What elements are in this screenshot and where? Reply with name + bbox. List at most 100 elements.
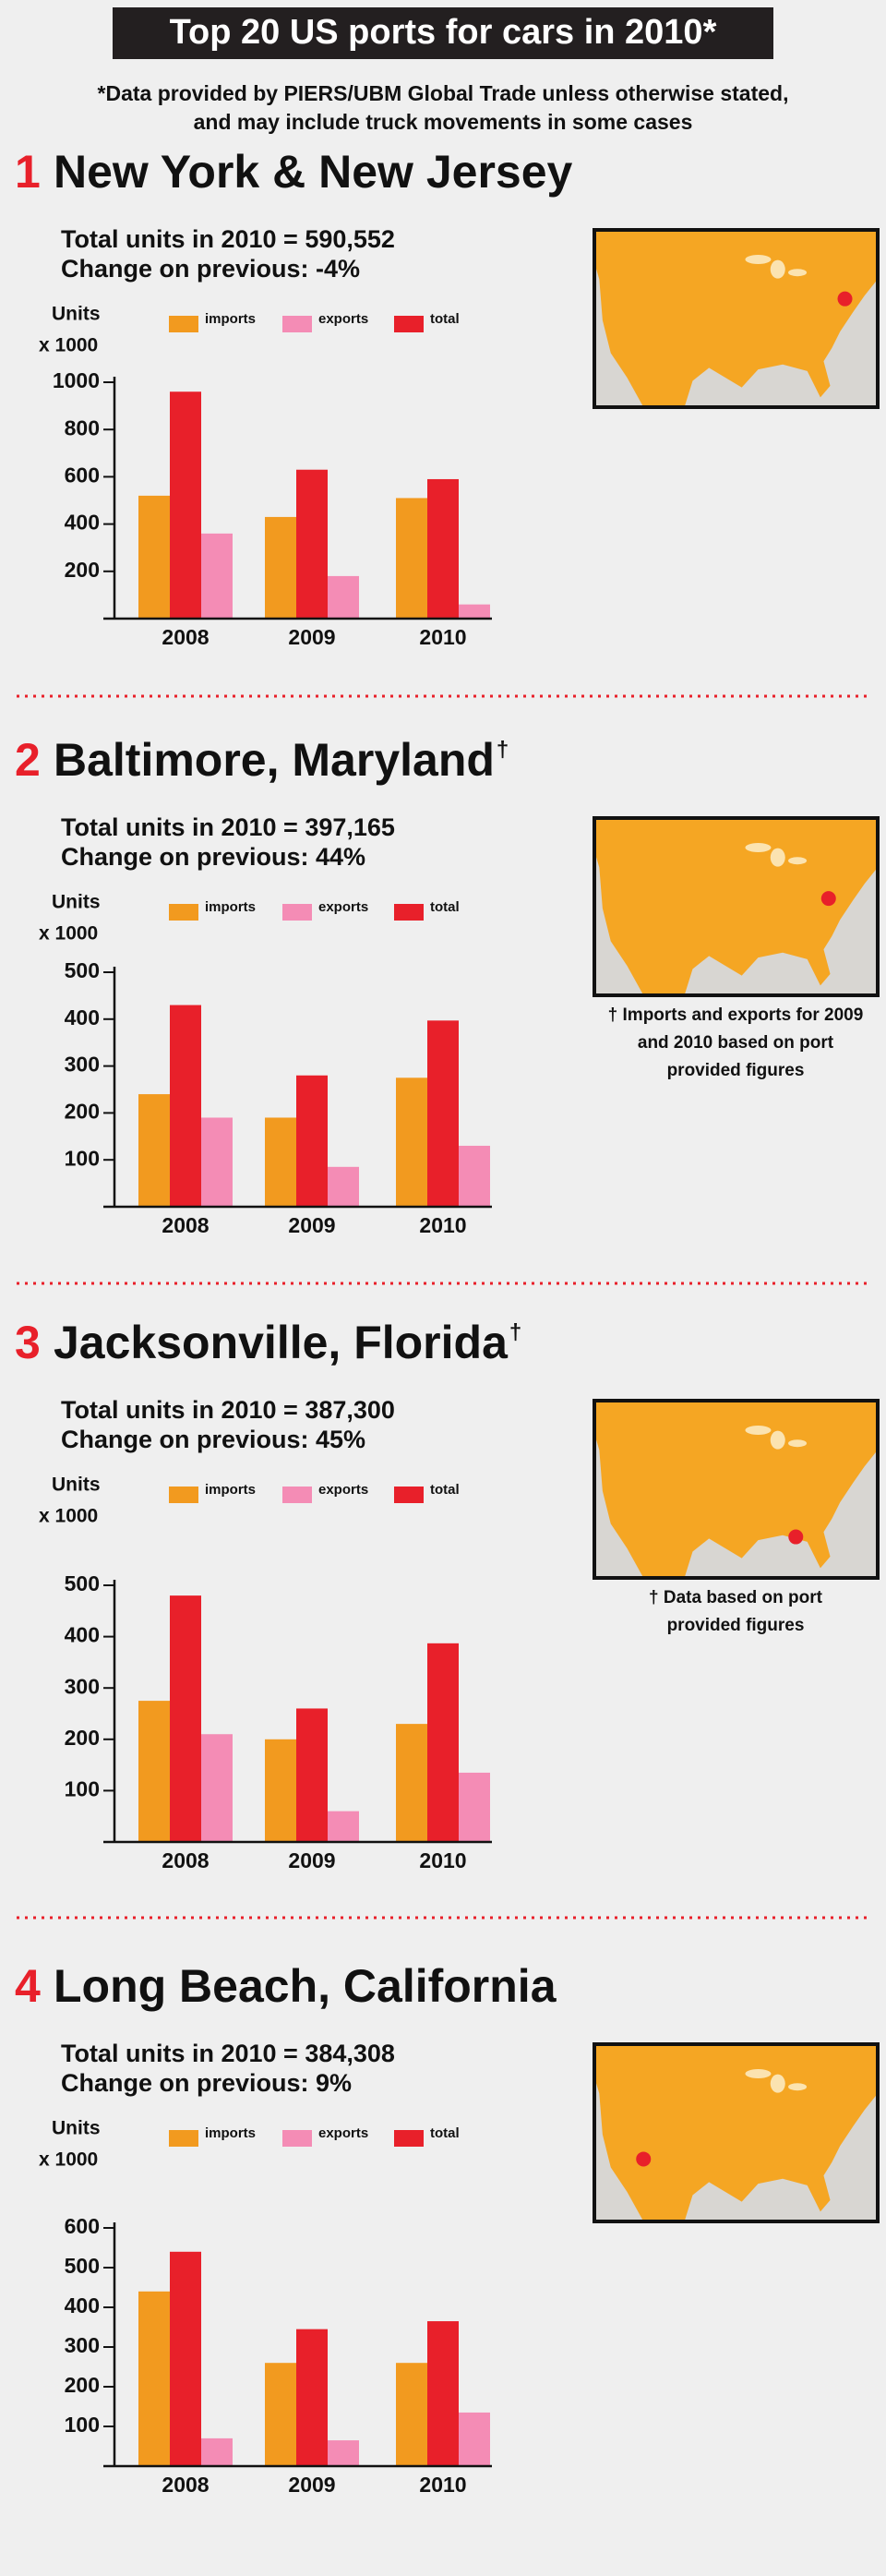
bar (459, 1145, 490, 1207)
bar (459, 2412, 490, 2466)
bar (427, 2321, 459, 2466)
y-tick-label: 300 (65, 2333, 100, 2357)
stat: Total units in 2010 = 590,552 (61, 225, 395, 253)
port-title: Baltimore, Maryland (54, 734, 495, 786)
rank: 2 (15, 734, 41, 786)
map-lake (788, 269, 808, 277)
x-tick-label: 2009 (288, 625, 335, 649)
y-tick-label: 200 (65, 1099, 100, 1123)
bar (296, 1708, 328, 1842)
title-mark: † (509, 1319, 521, 1344)
port-title: Jacksonville, Florida (54, 1317, 509, 1368)
map-land (594, 818, 878, 995)
map-port-dot (837, 291, 853, 307)
x-tick-label: 2010 (419, 2473, 466, 2497)
y-tick-label: 200 (65, 2373, 100, 2397)
stat: Change on previous: 45% (61, 1426, 365, 1453)
y-tick-label: 200 (65, 1726, 100, 1750)
legend-swatch (169, 2130, 198, 2147)
x-tick-label: 2008 (162, 1848, 209, 1872)
legend-label: imports (205, 2125, 256, 2141)
x-tick-label: 2010 (419, 625, 466, 649)
y-tick-label: 500 (65, 1571, 100, 1595)
map-note: † Imports and exports for 2009 (608, 1005, 864, 1025)
map-lake (770, 1430, 785, 1450)
legend-swatch (394, 316, 424, 332)
bar (296, 469, 328, 619)
map-land (594, 230, 878, 407)
bar (265, 1117, 296, 1207)
bar (201, 2438, 233, 2466)
page-title: Top 20 US ports for cars in 2010* (170, 13, 717, 52)
x-tick-label: 2009 (288, 1213, 335, 1237)
x-tick-label: 2008 (162, 625, 209, 649)
legend-swatch (282, 316, 312, 332)
map-note: and 2010 based on port (638, 1033, 834, 1053)
y-tick-label: 200 (65, 558, 100, 582)
stat: Change on previous: -4% (61, 255, 360, 283)
map-frame (593, 2042, 880, 2223)
legend-label: total (430, 899, 460, 915)
y-tick-label: 500 (65, 2254, 100, 2278)
stat: Total units in 2010 = 387,300 (61, 1396, 395, 1424)
map-note: provided figures (667, 1061, 805, 1080)
y-tick-label: 400 (65, 511, 100, 535)
bar (170, 1595, 201, 1842)
map-lake (788, 857, 808, 865)
y-axis-label: x 1000 (39, 2149, 98, 2171)
stat: Total units in 2010 = 384,308 (61, 2040, 395, 2067)
y-tick-label: 100 (65, 1146, 100, 1170)
bar (427, 1643, 459, 1842)
map-note: † Data based on port (649, 1588, 823, 1607)
x-tick-label: 2008 (162, 2473, 209, 2497)
map-lake (745, 2069, 772, 2078)
y-tick-label: 400 (65, 2293, 100, 2317)
y-axis-label: x 1000 (39, 1506, 98, 1527)
x-tick-label: 2010 (419, 1213, 466, 1237)
stat: Change on previous: 44% (61, 843, 365, 871)
bar (396, 2363, 427, 2466)
map-lake (770, 848, 785, 867)
bar (296, 2329, 328, 2466)
map-frame (593, 228, 880, 409)
x-tick-label: 2010 (419, 1848, 466, 1872)
stat: Total units in 2010 = 397,165 (61, 813, 395, 841)
y-tick-label: 600 (65, 2214, 100, 2238)
legend-swatch (394, 2130, 424, 2147)
bar (396, 1077, 427, 1207)
bar (201, 1117, 233, 1207)
bar (328, 2440, 359, 2466)
x-tick-label: 2008 (162, 1213, 209, 1237)
y-axis-label: Units (52, 892, 101, 913)
legend-swatch (282, 1487, 312, 1503)
legend-swatch (169, 316, 198, 332)
bar (427, 478, 459, 619)
bar (138, 1701, 170, 1842)
bar (170, 391, 201, 619)
y-axis-label: Units (52, 1475, 101, 1496)
y-tick-label: 400 (65, 1005, 100, 1029)
bar (396, 1724, 427, 1842)
map-lake (788, 1439, 808, 1448)
legend-label: imports (205, 1482, 256, 1498)
y-axis-label: Units (52, 304, 101, 325)
bar (459, 1772, 490, 1842)
map-lake (745, 843, 772, 852)
map-note: provided figures (667, 1616, 805, 1635)
y-tick-label: 100 (65, 1776, 100, 1800)
legend-swatch (394, 1487, 424, 1503)
legend-swatch (282, 904, 312, 921)
bar (265, 1739, 296, 1842)
legend-label: total (430, 2125, 460, 2141)
rank: 4 (15, 1960, 41, 2012)
map-port-dot (636, 2151, 652, 2167)
bar (201, 1734, 233, 1842)
y-tick-label: 400 (65, 1623, 100, 1647)
legend-swatch (394, 904, 424, 921)
bar (328, 1166, 359, 1207)
y-tick-label: 300 (65, 1053, 100, 1077)
bar (328, 1811, 359, 1842)
map-lake (770, 2074, 785, 2093)
bar (265, 2363, 296, 2466)
